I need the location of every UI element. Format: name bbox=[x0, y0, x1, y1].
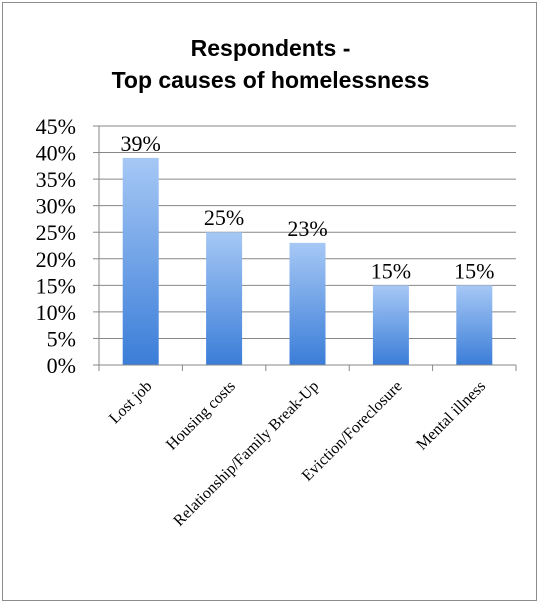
chart-title: Respondents - Top causes of homelessness bbox=[0, 32, 541, 96]
y-tick-label-5: 25% bbox=[36, 220, 76, 245]
y-tick-label-3: 15% bbox=[36, 273, 76, 298]
data-label-4: 15% bbox=[454, 258, 494, 283]
y-tick-label-6: 30% bbox=[36, 194, 76, 219]
axes bbox=[98, 126, 517, 371]
bar-4 bbox=[456, 285, 493, 365]
y-tick-label-1: 5% bbox=[47, 326, 76, 351]
data-label-3: 15% bbox=[371, 258, 411, 283]
category-label-2: Relationship/Family Break-Up bbox=[170, 378, 322, 530]
chart-title-line-1: Respondents - bbox=[190, 35, 351, 61]
y-tick-label-0: 0% bbox=[47, 353, 76, 378]
bar-0 bbox=[122, 157, 159, 365]
y-tick-label-2: 10% bbox=[36, 300, 76, 325]
chart-title-line-2: Top causes of homelessness bbox=[111, 67, 430, 93]
category-label-4: Mental illness bbox=[413, 378, 489, 454]
y-tick-label-7: 35% bbox=[36, 167, 76, 192]
chart-frame bbox=[2, 2, 537, 601]
category-label-1: Housing costs bbox=[163, 378, 239, 454]
bar-2 bbox=[289, 242, 326, 365]
data-labels: 39% 25% 23% 15% 15% bbox=[121, 131, 495, 283]
data-label-2: 23% bbox=[287, 216, 327, 241]
category-label-0: Lost job bbox=[106, 378, 155, 427]
x-axis-category-labels: Lost job Housing costsRelationship/Family… bbox=[106, 378, 489, 530]
bar-1 bbox=[206, 232, 243, 365]
y-tick-label-9: 45% bbox=[36, 114, 76, 139]
y-tick-label-8: 40% bbox=[36, 141, 76, 166]
y-axis-ticks: 0%5%10%15%20%25%30%35%40%45% bbox=[36, 114, 99, 378]
bars bbox=[122, 157, 493, 365]
bar-3 bbox=[372, 285, 409, 365]
data-label-0: 39% bbox=[121, 131, 161, 156]
y-tick-label-4: 20% bbox=[36, 247, 76, 272]
data-label-1: 25% bbox=[204, 205, 244, 230]
